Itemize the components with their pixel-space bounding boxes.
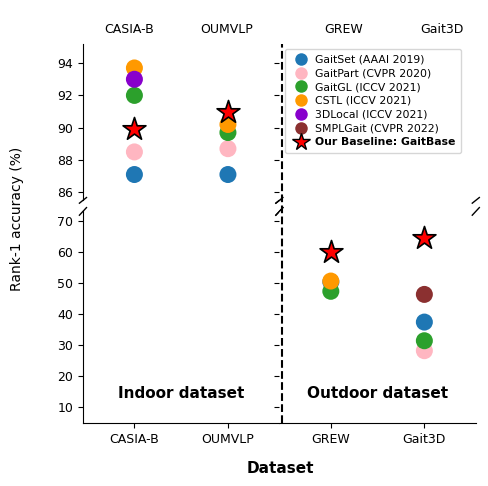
Point (130, 91, 138, 99)
Point (327, 287, 335, 295)
Legend: GaitSet (AAAI 2019), GaitPart (CVPR 2020), GaitGL (ICCV 2021), CSTL (ICCV 2021),: GaitSet (AAAI 2019), GaitPart (CVPR 2020… (285, 49, 461, 153)
Point (224, 108, 232, 116)
Point (327, 278, 335, 286)
Point (130, 75, 138, 83)
Point (421, 318, 428, 326)
Point (327, 277, 335, 285)
Point (224, 171, 232, 178)
Point (327, 247, 335, 255)
Text: Gait3D: Gait3D (420, 23, 463, 36)
Text: Rank-1 accuracy (%): Rank-1 accuracy (%) (10, 147, 24, 291)
Point (130, 125, 138, 133)
Point (130, 148, 138, 156)
Text: CASIA-B: CASIA-B (104, 23, 154, 36)
Point (130, 64, 138, 72)
Point (224, 129, 232, 137)
Point (224, 145, 232, 153)
Text: Indoor dataset: Indoor dataset (118, 386, 244, 401)
Point (421, 291, 428, 298)
Text: Dataset: Dataset (247, 462, 314, 476)
Text: Outdoor dataset: Outdoor dataset (307, 386, 448, 401)
Point (130, 171, 138, 178)
Point (421, 234, 428, 242)
Point (421, 347, 428, 355)
Text: OUMVLP: OUMVLP (201, 23, 253, 36)
Point (224, 121, 232, 128)
Point (421, 337, 428, 345)
Text: GREW: GREW (325, 23, 364, 36)
